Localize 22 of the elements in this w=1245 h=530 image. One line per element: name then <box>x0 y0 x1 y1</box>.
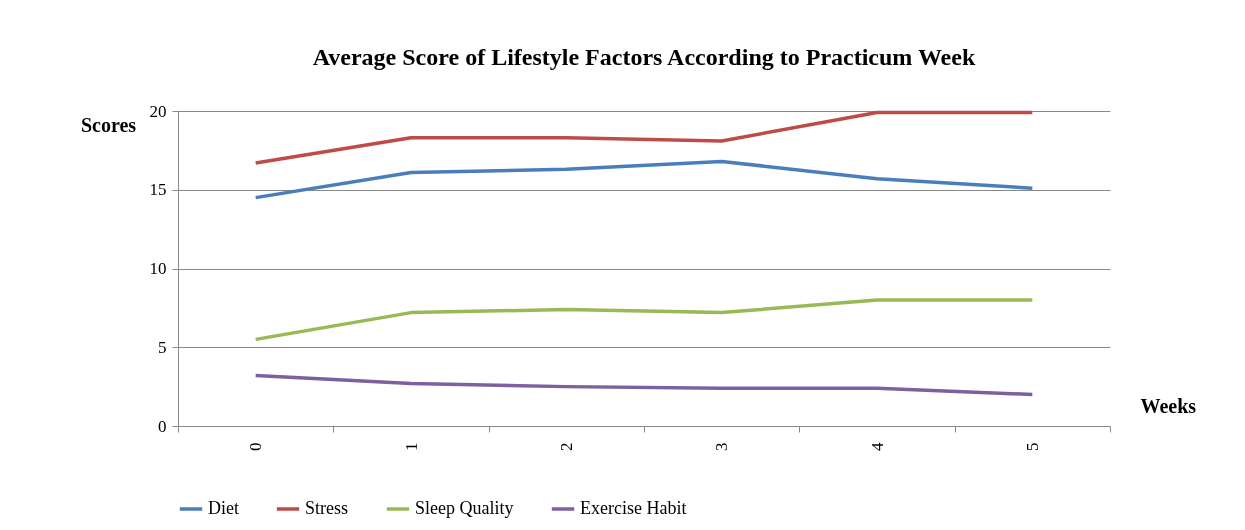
y-tick-label: 10 <box>149 259 167 278</box>
y-axis-title: Scores <box>80 113 137 136</box>
x-tick-label: 5 <box>1022 442 1042 451</box>
legend-label: Sleep Quality <box>415 498 514 518</box>
x-tick-label: 2 <box>556 442 576 451</box>
x-tick-label: 0 <box>246 442 266 451</box>
y-tick-label: 0 <box>158 416 167 436</box>
x-tick-label: 1 <box>401 442 421 451</box>
y-tick-label: 15 <box>149 180 167 200</box>
x-tick-label: 3 <box>712 442 732 451</box>
legend-label: Diet <box>208 498 239 518</box>
x-axis-title: Weeks <box>1140 394 1197 417</box>
legend-label: Exercise Habit <box>580 498 687 518</box>
chart-title: Average Score of Lifestyle Factors According to Practicum Week <box>312 44 976 70</box>
y-tick-label: 20 <box>149 101 167 121</box>
line-series <box>253 159 1035 200</box>
line-series <box>253 298 1035 342</box>
x-tick-label: 4 <box>867 442 887 451</box>
y-tick-label: 5 <box>158 337 167 357</box>
line-series <box>253 110 1035 165</box>
legend-label: Stress <box>305 498 349 518</box>
line-series <box>253 373 1035 397</box>
